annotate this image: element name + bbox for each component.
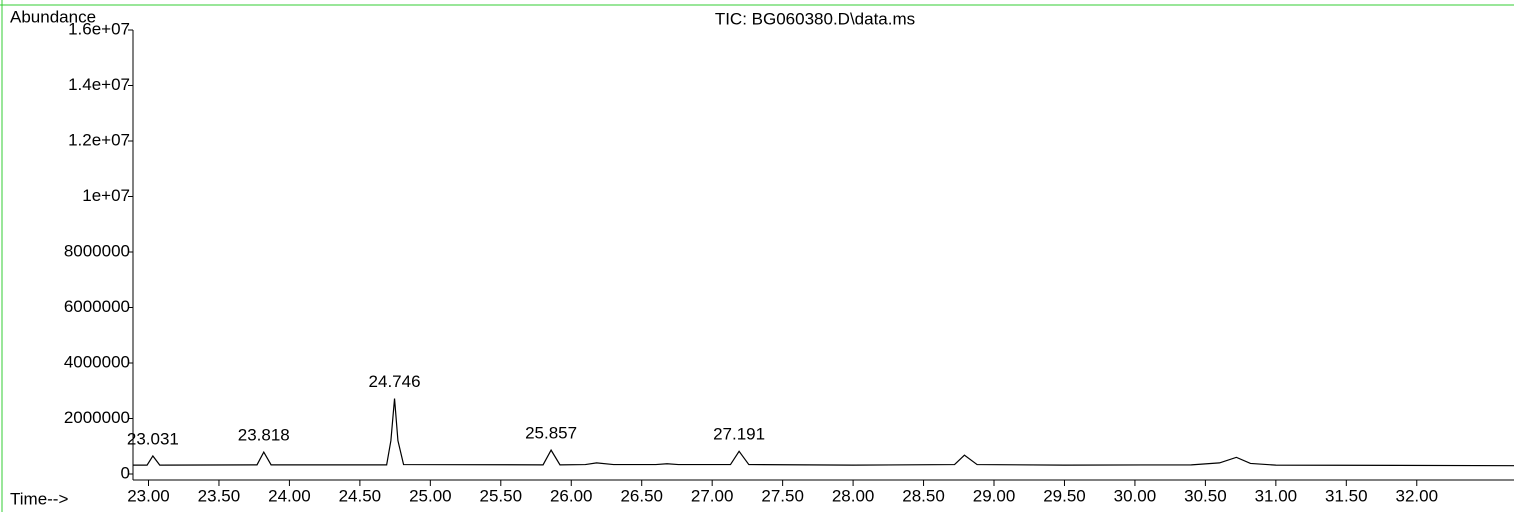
- y-tick-label: 1e+07: [82, 186, 130, 205]
- x-tick-label: 23.50: [198, 486, 241, 505]
- x-tick-label: 31.50: [1325, 486, 1368, 505]
- x-tick-label: 26.00: [550, 486, 593, 505]
- x-tick-label: 26.50: [620, 486, 663, 505]
- x-tick-label: 27.50: [761, 486, 804, 505]
- y-tick-label: 1.6e+07: [68, 19, 130, 38]
- x-tick-label: 24.50: [339, 486, 382, 505]
- x-tick-label: 24.00: [268, 486, 311, 505]
- y-tick-label: 0: [121, 463, 130, 482]
- y-tick-label: 1.4e+07: [68, 75, 130, 94]
- peak-label: 23.031: [127, 429, 179, 448]
- peak-label: 27.191: [713, 425, 765, 444]
- y-tick-label: 2000000: [64, 408, 130, 427]
- y-tick-label: 6000000: [64, 297, 130, 316]
- x-tick-label: 28.00: [832, 486, 875, 505]
- x-tick-label: 23.00: [127, 486, 170, 505]
- x-tick-label: 32.00: [1395, 486, 1438, 505]
- x-tick-label: 25.00: [409, 486, 452, 505]
- y-tick-label: 1.2e+07: [68, 130, 130, 149]
- x-tick-label: 29.00: [973, 486, 1016, 505]
- chart-title: TIC: BG060380.D\data.ms: [715, 9, 915, 28]
- y-axis-label: Abundance: [10, 7, 96, 26]
- x-tick-label: 30.00: [1114, 486, 1157, 505]
- signal-line: [133, 398, 1514, 467]
- x-tick-label: 27.00: [691, 486, 734, 505]
- peak-label: 23.818: [238, 426, 290, 445]
- x-tick-label: 29.50: [1043, 486, 1086, 505]
- x-tick-label: 25.50: [480, 486, 523, 505]
- x-tick-label: 30.50: [1184, 486, 1227, 505]
- y-tick-label: 4000000: [64, 352, 130, 371]
- x-tick-label: 31.00: [1255, 486, 1298, 505]
- x-tick-label: 28.50: [902, 486, 945, 505]
- y-tick-label: 8000000: [64, 241, 130, 260]
- x-axis-label: Time-->: [10, 489, 68, 508]
- peak-label: 24.746: [369, 372, 421, 391]
- peak-label: 25.857: [525, 424, 577, 443]
